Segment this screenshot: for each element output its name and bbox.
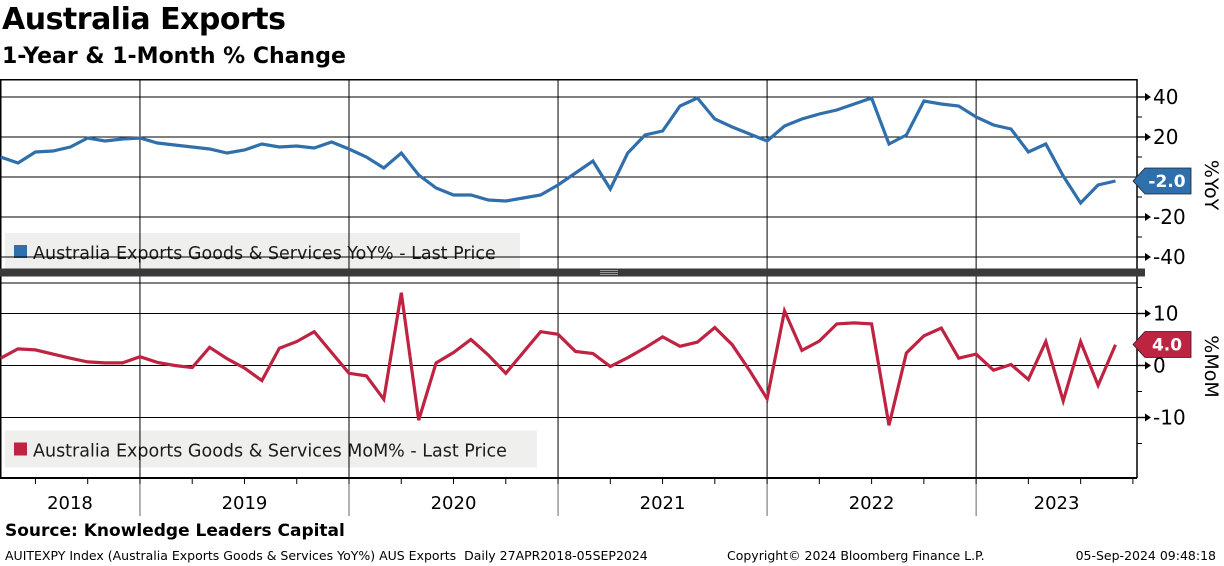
tick-label: 20	[1153, 125, 1178, 149]
legend-mom[interactable]: Australia Exports Goods & Services MoM% …	[5, 430, 537, 468]
axis-unit-label: %MoM	[1200, 335, 1222, 397]
timestamp-label: 05-Sep-2024 09:48:18	[1075, 548, 1216, 563]
legend-label: Australia Exports Goods & Services MoM% …	[33, 442, 507, 462]
badge-value-label: -2.0	[1148, 172, 1185, 192]
tick-arrow-icon	[1145, 361, 1151, 370]
year-label: 2022	[849, 493, 895, 514]
tick-arrow-icon	[1145, 413, 1151, 422]
mom-series-line	[0, 292, 1117, 426]
badge-value-label: 4.0	[1152, 336, 1182, 356]
legend-swatch-icon	[14, 442, 27, 456]
tick-label: -40	[1153, 245, 1186, 269]
tick-arrow-icon	[1145, 253, 1151, 261]
panel-splitter[interactable]	[0, 268, 1145, 277]
year-label: 2020	[431, 493, 477, 514]
year-label: 2021	[640, 493, 686, 514]
tick-label: -20	[1153, 205, 1186, 229]
year-label: 2019	[222, 493, 268, 514]
tick-label: 40	[1153, 85, 1178, 109]
chart-canvas: Australia Exports Goods & Services YoY% …	[0, 79, 1224, 520]
yoy-series-line	[0, 95, 1116, 206]
tick-label: 0	[1153, 354, 1166, 378]
tick-arrow-icon	[1145, 213, 1151, 221]
footer-row: AUITEXPY Index (Australia Exports Goods …	[0, 548, 1224, 564]
tick-label: -10	[1153, 406, 1186, 430]
year-label: 2018	[47, 493, 93, 514]
mom-last-value-badge[interactable]: 4.0	[1132, 331, 1192, 358]
tick-arrow-icon	[1145, 133, 1151, 141]
year-label: 2023	[1034, 493, 1080, 514]
source-label: Source: Knowledge Leaders Capital	[5, 521, 345, 541]
tick-arrow-icon	[1145, 93, 1151, 101]
yoy-last-value-badge[interactable]: -2.0	[1132, 167, 1192, 195]
exports-chart-svg: Australia Exports Goods & Services YoY% …	[0, 79, 1222, 516]
tick-arrow-icon	[1145, 309, 1151, 318]
legend-yoy[interactable]: Australia Exports Goods & Services YoY% …	[5, 233, 520, 270]
ticker-info-label: AUITEXPY Index (Australia Exports Goods …	[5, 548, 648, 563]
page-subtitle: 1-Year & 1-Month % Change	[2, 44, 346, 69]
axis-unit-label: %YoY	[1200, 160, 1222, 211]
copyright-label: Copyright© 2024 Bloomberg Finance L.P.	[727, 548, 985, 563]
tick-label: 10	[1153, 302, 1178, 326]
legend-label: Australia Exports Goods & Services YoY% …	[33, 244, 496, 264]
legend-swatch-icon	[14, 245, 27, 258]
page-title: Australia Exports	[2, 2, 286, 37]
